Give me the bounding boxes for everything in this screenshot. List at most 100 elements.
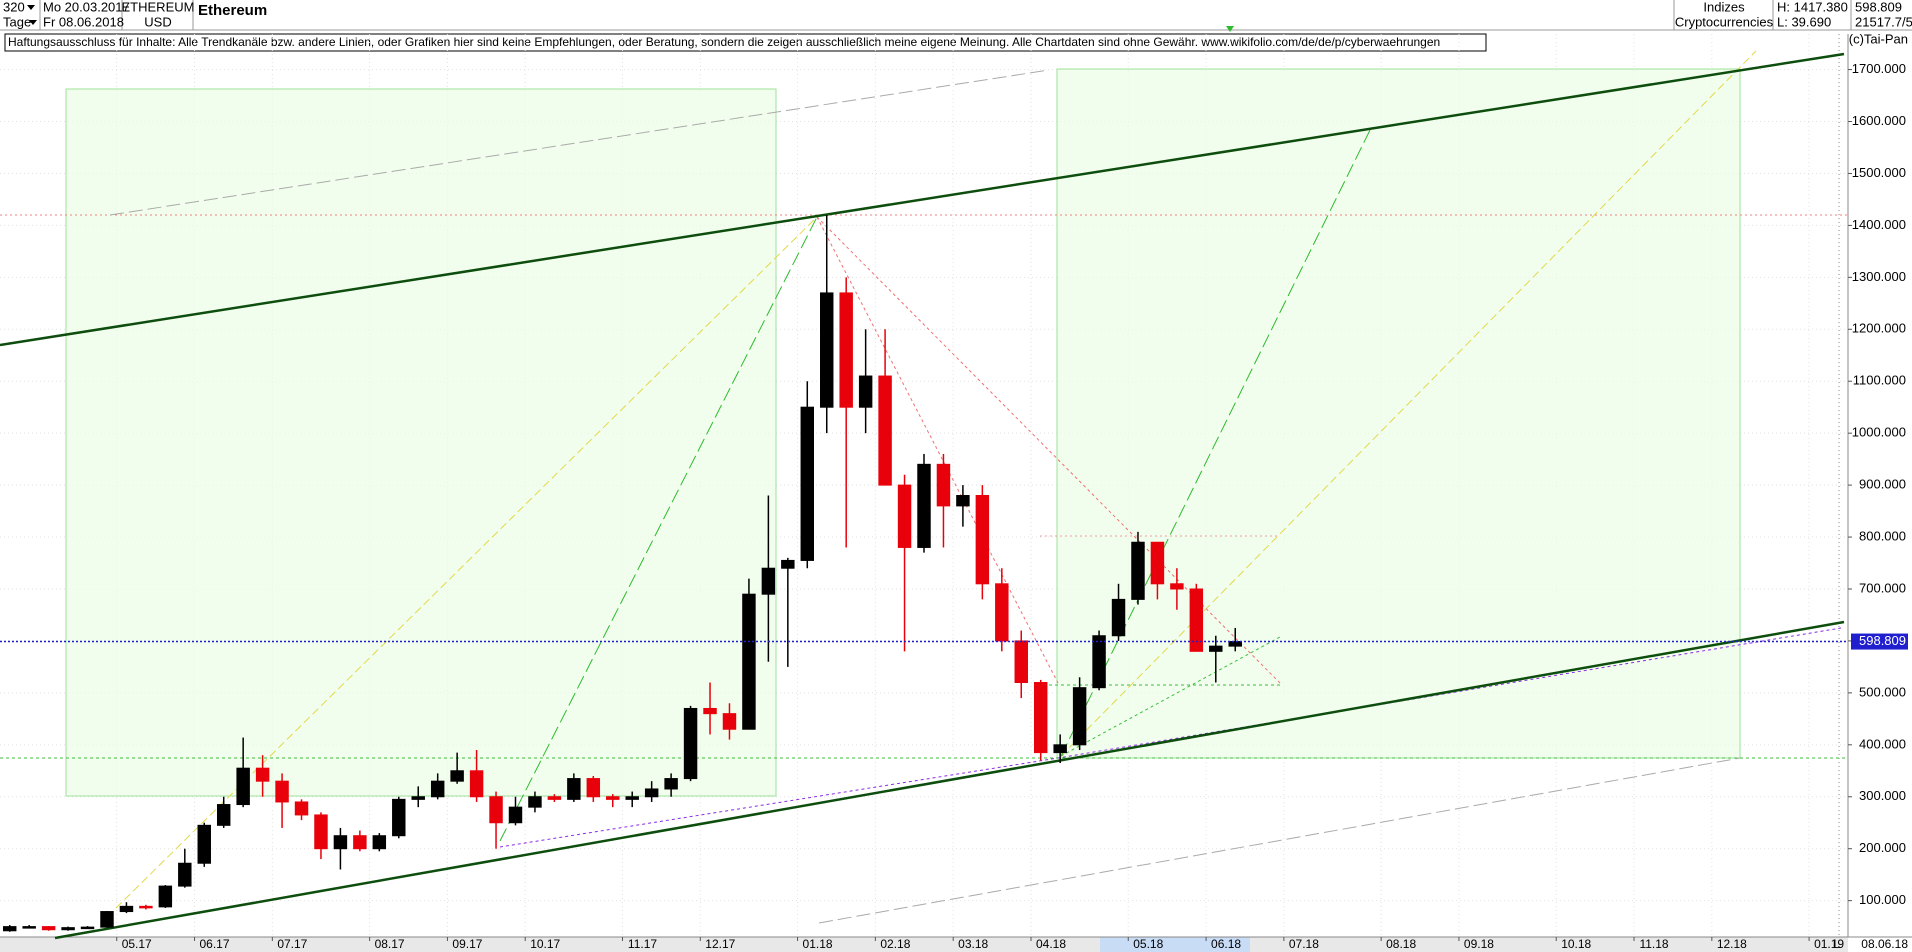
- candle-body: [839, 292, 853, 408]
- candle-body: [1228, 641, 1242, 647]
- y-tick-label: 1200.000: [1852, 321, 1906, 336]
- group: Indizes: [1703, 0, 1745, 14]
- candle-body: [1053, 744, 1067, 754]
- candle-body: [703, 707, 717, 715]
- x-tick-label: 01.19: [1814, 937, 1844, 951]
- candle-body: [197, 824, 211, 864]
- y-tick-label: 900.000: [1859, 477, 1906, 492]
- candle-body: [1033, 681, 1048, 754]
- candle-body: [761, 567, 776, 595]
- candle-body: [683, 707, 698, 780]
- candle-body: [216, 804, 231, 826]
- candle-body: [742, 593, 756, 730]
- candle-body: [975, 495, 990, 585]
- candle-body: [333, 835, 348, 850]
- candle-body: [508, 806, 523, 824]
- footer-date: 08.06.18: [1861, 937, 1908, 951]
- y-tick-label: 1500.000: [1852, 165, 1906, 180]
- low-value: L: 39.690: [1777, 14, 1831, 29]
- x-axis-highlight: [1100, 937, 1250, 952]
- candle-body: [314, 814, 328, 850]
- header: [0, 0, 1912, 34]
- interval-select[interactable]: Tage: [3, 14, 31, 29]
- candle-body: [450, 770, 464, 782]
- y-tick-label: 1700.000: [1852, 61, 1906, 76]
- candle-body: [392, 798, 406, 837]
- candle-body: [897, 484, 912, 548]
- dropdown-arrow[interactable]: [29, 20, 37, 25]
- candle-body: [820, 292, 834, 408]
- y-tick-label: 500.000: [1859, 684, 1906, 699]
- candle-body: [781, 559, 795, 569]
- y-tick-label: 1400.000: [1852, 217, 1906, 232]
- candle-body: [255, 767, 270, 782]
- candle-body: [664, 778, 678, 790]
- candle-body: [489, 796, 503, 824]
- candle-body: [1072, 687, 1087, 746]
- x-tick-label: 08.18: [1386, 937, 1416, 951]
- candle-body: [644, 788, 659, 798]
- y-tick-label: 800.000: [1859, 528, 1906, 543]
- candle-body: [1014, 640, 1028, 683]
- currency: USD: [144, 14, 171, 29]
- dropdown-arrow[interactable]: [27, 5, 35, 10]
- candle-body: [3, 926, 17, 932]
- y-tick-label: 200.000: [1859, 840, 1906, 855]
- header-dividers: [0, 0, 1912, 31]
- candle-body: [1170, 583, 1184, 590]
- x-tick-label: 05.17: [122, 937, 152, 951]
- candle-body: [22, 926, 36, 929]
- candle-body: [917, 463, 931, 548]
- subgroup: Cryptocurrencies: [1675, 14, 1774, 29]
- x-tick-label: 05.18: [1133, 937, 1163, 951]
- x-tick-label: 10.18: [1561, 937, 1591, 951]
- volume-value: 21517.7/5: [1855, 14, 1912, 29]
- candle-body: [430, 780, 445, 798]
- candles: [3, 215, 1242, 932]
- copyright: (c)Tai-Pan: [1849, 31, 1908, 46]
- candle-body: [411, 796, 425, 800]
- footer-mode: L: [1833, 937, 1840, 951]
- x-tick-label: 11.18: [1639, 937, 1668, 951]
- x-tick-label: 03.18: [958, 937, 988, 951]
- candle-body: [41, 926, 56, 931]
- x-tick-label: 09.17: [452, 937, 482, 951]
- candle-body: [469, 770, 484, 798]
- candle-body: [858, 375, 873, 408]
- end-date: Fr 08.06.2018: [43, 14, 124, 29]
- candle-body: [119, 905, 134, 913]
- y-tick-label: 1300.000: [1852, 269, 1906, 284]
- candle-body: [294, 801, 309, 816]
- candle-body: [1131, 541, 1145, 600]
- disclaimer: Haftungsausschluss für Inhalte: Alle Tre…: [8, 35, 1440, 49]
- candle-body: [586, 778, 601, 798]
- candle-body: [1092, 635, 1106, 689]
- candle-body: [1189, 588, 1204, 652]
- x-tick-label: 06.17: [200, 937, 230, 951]
- disclaimer-box: [4, 33, 1487, 52]
- y-tick-label: 100.000: [1859, 892, 1906, 907]
- candle-body: [1209, 645, 1223, 652]
- candle-body: [936, 463, 951, 507]
- x-tick-label: 06.18: [1211, 937, 1241, 951]
- x-tick-label: 12.18: [1717, 937, 1747, 951]
- candle-body: [625, 796, 639, 800]
- candle-body: [178, 862, 192, 887]
- period-select[interactable]: 320: [3, 0, 25, 14]
- candle-body: [995, 583, 1009, 642]
- plot: [0, 34, 1848, 940]
- candle-body: [1111, 598, 1126, 637]
- drawn-lines: [0, 34, 1848, 940]
- y-tick-label: 700.000: [1859, 580, 1906, 595]
- x-tick-label: 09.18: [1464, 937, 1494, 951]
- x-tick-label: 07.17: [277, 937, 307, 951]
- y-tick-label: 1600.000: [1852, 113, 1906, 128]
- candle-body: [606, 796, 620, 800]
- candle-body: [80, 926, 95, 930]
- candle-body: [528, 796, 542, 808]
- candle-body: [956, 495, 970, 507]
- last-price-box: [1851, 633, 1908, 650]
- candle-body: [275, 780, 289, 803]
